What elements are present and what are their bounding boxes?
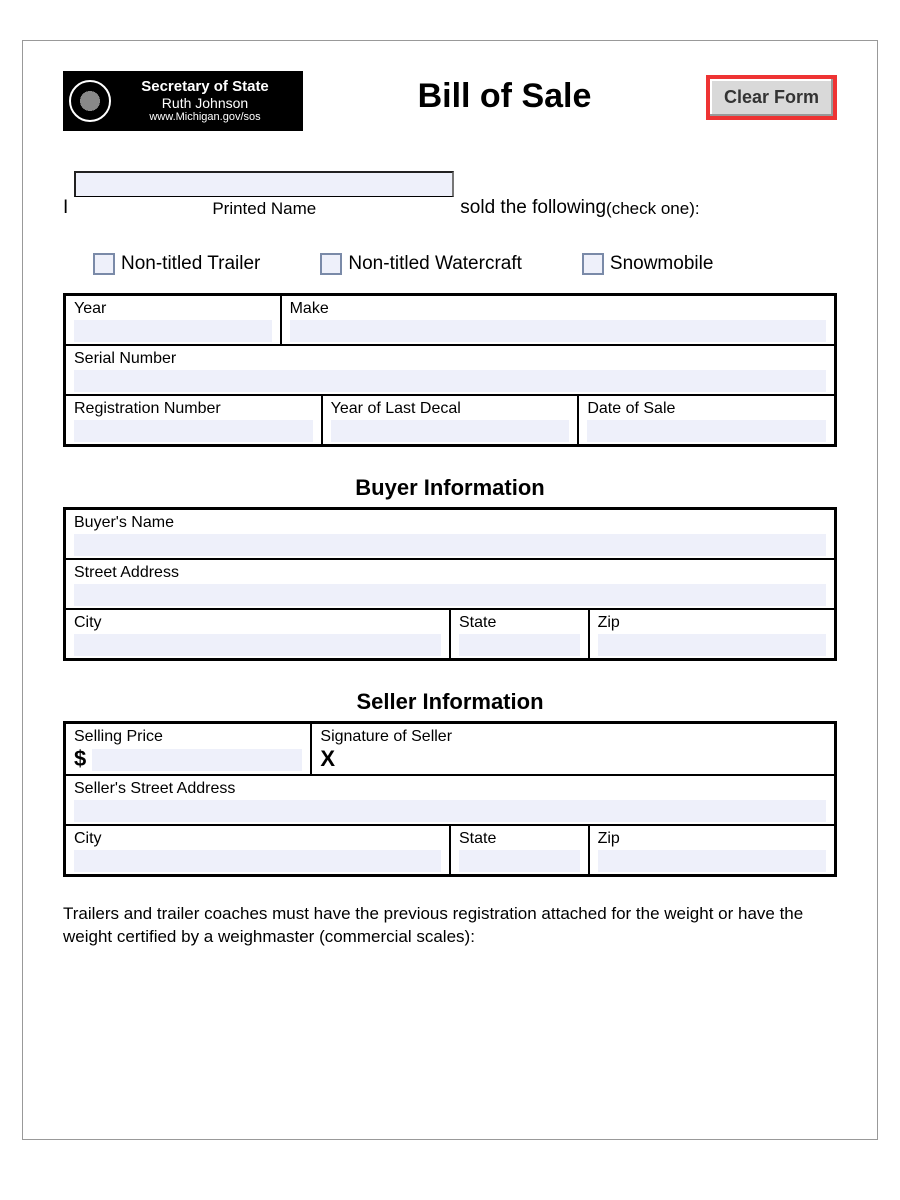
buyer-zip-label: Zip (598, 614, 826, 632)
cell-seller-street: Seller's Street Address (65, 775, 835, 825)
signature-area[interactable] (341, 748, 826, 770)
cell-seller-zip: Zip (589, 825, 835, 875)
cell-seller-state: State (450, 825, 589, 875)
page: Secretary of State Ruth Johnson www.Mich… (22, 40, 878, 1140)
sos-badge: Secretary of State Ruth Johnson www.Mich… (63, 71, 303, 131)
buyer-table: Buyer's Name Street Address City State Z… (63, 507, 837, 661)
printed-name-caption: Printed Name (74, 199, 454, 219)
reg-input[interactable] (74, 420, 313, 442)
cell-seller-city: City (65, 825, 450, 875)
seller-table: Selling Price $ Signature of Seller X Se… (63, 721, 837, 877)
clear-form-button[interactable]: Clear Form (706, 75, 837, 120)
intro-suffix-2: (check one): (606, 199, 700, 219)
cell-date: Date of Sale (578, 395, 835, 445)
intro-line: I Printed Name sold the following (check… (63, 171, 837, 219)
seller-street-input[interactable] (74, 800, 826, 822)
price-prefix: $ (74, 746, 86, 772)
cell-buyer-name: Buyer's Name (65, 509, 835, 559)
printed-name-input[interactable] (74, 171, 454, 197)
page-title: Bill of Sale (323, 77, 686, 116)
buyer-street-label: Street Address (74, 564, 826, 582)
checkbox-non-titled-watercraft[interactable]: Non-titled Watercraft (320, 253, 522, 275)
decal-input[interactable] (331, 420, 570, 442)
make-input[interactable] (290, 320, 826, 342)
price-input[interactable] (92, 749, 302, 771)
signature-label: Signature of Seller (320, 728, 826, 746)
reg-label: Registration Number (74, 400, 313, 418)
decal-label: Year of Last Decal (331, 400, 570, 418)
cell-selling-price: Selling Price $ (65, 723, 311, 775)
checkbox-icon[interactable] (320, 253, 342, 275)
printed-name-wrap: Printed Name (74, 171, 454, 219)
cell-signature: Signature of Seller X (311, 723, 835, 775)
cell-reg: Registration Number (65, 395, 322, 445)
year-input[interactable] (74, 320, 272, 342)
cell-year: Year (65, 295, 281, 345)
vehicle-table: Year Make Serial Number Registration Num… (63, 293, 837, 447)
intro-suffix-1: sold the following (460, 197, 606, 219)
state-seal-icon (69, 80, 111, 122)
sos-text: Secretary of State Ruth Johnson www.Mich… (119, 79, 291, 123)
buyer-name-input[interactable] (74, 534, 826, 556)
sos-title: Secretary of State (119, 79, 291, 96)
cell-buyer-zip: Zip (589, 609, 835, 659)
signature-prefix: X (320, 746, 335, 772)
buyer-state-label: State (459, 614, 580, 632)
checkbox-label: Snowmobile (610, 253, 714, 275)
checkbox-icon[interactable] (582, 253, 604, 275)
make-label: Make (290, 300, 826, 318)
year-label: Year (74, 300, 272, 318)
cell-buyer-street: Street Address (65, 559, 835, 609)
seller-zip-label: Zip (598, 830, 826, 848)
buyer-zip-input[interactable] (598, 634, 826, 656)
cell-make: Make (281, 295, 835, 345)
buyer-state-input[interactable] (459, 634, 580, 656)
checkbox-label: Non-titled Trailer (121, 253, 260, 275)
footnote: Trailers and trailer coaches must have t… (63, 903, 837, 949)
price-label: Selling Price (74, 728, 302, 746)
serial-label: Serial Number (74, 350, 826, 368)
buyer-street-input[interactable] (74, 584, 826, 606)
seller-street-label: Seller's Street Address (74, 780, 826, 798)
header: Secretary of State Ruth Johnson www.Mich… (63, 71, 837, 131)
cell-serial: Serial Number (65, 345, 835, 395)
date-input[interactable] (587, 420, 826, 442)
seller-city-input[interactable] (74, 850, 441, 872)
cell-decal: Year of Last Decal (322, 395, 579, 445)
checkbox-label: Non-titled Watercraft (348, 253, 522, 275)
checkbox-non-titled-trailer[interactable]: Non-titled Trailer (93, 253, 260, 275)
buyer-name-label: Buyer's Name (74, 514, 826, 532)
intro-prefix: I (63, 197, 68, 219)
buyer-heading: Buyer Information (63, 475, 837, 501)
cell-buyer-state: State (450, 609, 589, 659)
buyer-city-input[interactable] (74, 634, 441, 656)
seller-zip-input[interactable] (598, 850, 826, 872)
cell-buyer-city: City (65, 609, 450, 659)
seller-heading: Seller Information (63, 689, 837, 715)
checkbox-snowmobile[interactable]: Snowmobile (582, 253, 714, 275)
sos-url: www.Michigan.gov/sos (119, 111, 291, 123)
seller-state-label: State (459, 830, 580, 848)
checkbox-icon[interactable] (93, 253, 115, 275)
seller-state-input[interactable] (459, 850, 580, 872)
buyer-city-label: City (74, 614, 441, 632)
checkbox-row: Non-titled Trailer Non-titled Watercraft… (93, 253, 837, 275)
date-label: Date of Sale (587, 400, 826, 418)
seller-city-label: City (74, 830, 441, 848)
serial-input[interactable] (74, 370, 826, 392)
sos-name: Ruth Johnson (119, 96, 291, 111)
